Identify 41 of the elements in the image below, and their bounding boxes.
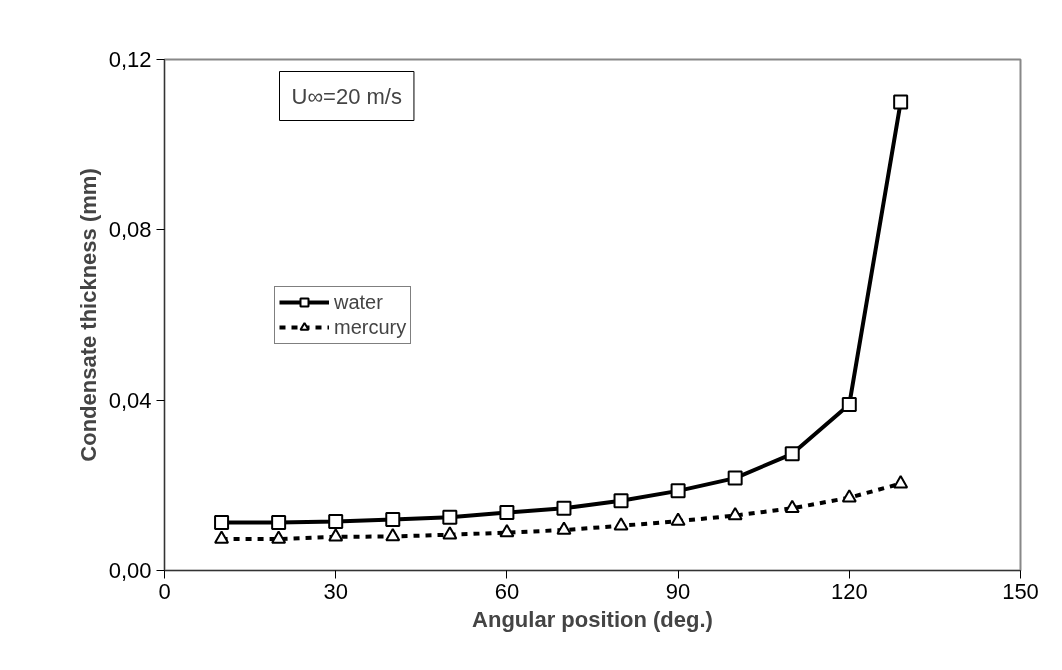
y-axis-title: Condensate thickness (mm) [75,168,101,462]
y-tick-label: 0,08 [108,217,152,243]
point [556,521,572,535]
point [499,524,515,538]
point [841,489,857,503]
legend-label: water [334,290,383,314]
point [670,483,686,499]
point [214,514,230,530]
legend-label: mercury [334,315,407,339]
x-tick-label: 150 [1002,578,1039,604]
x-tick-label: 30 [323,578,348,604]
point [727,507,743,521]
point [385,511,401,527]
point [841,396,857,412]
y-tick-label: 0,04 [108,387,152,413]
point [893,475,909,489]
point [613,493,629,509]
point [328,514,344,530]
point [442,509,458,525]
y-tick-label: 0,00 [108,558,152,583]
y-tick-label: 0,12 [108,47,152,72]
point [442,526,458,540]
x-tick-label: 120 [830,578,868,604]
point [499,505,515,521]
x-axis-title: Angular position (deg.) [472,606,713,632]
annotation: U∞=20 m/s [291,83,402,109]
point [784,446,800,462]
point [893,94,909,110]
point [670,512,686,526]
point [784,499,800,514]
x-tick-label: 90 [665,578,691,604]
x-tick-label: 0 [158,578,171,604]
point [271,530,287,544]
point [385,527,401,542]
point [613,517,629,531]
point [214,530,230,544]
x-tick-label: 60 [494,578,520,604]
point [271,514,287,530]
point [328,528,344,542]
point [556,500,572,516]
point [727,470,743,486]
